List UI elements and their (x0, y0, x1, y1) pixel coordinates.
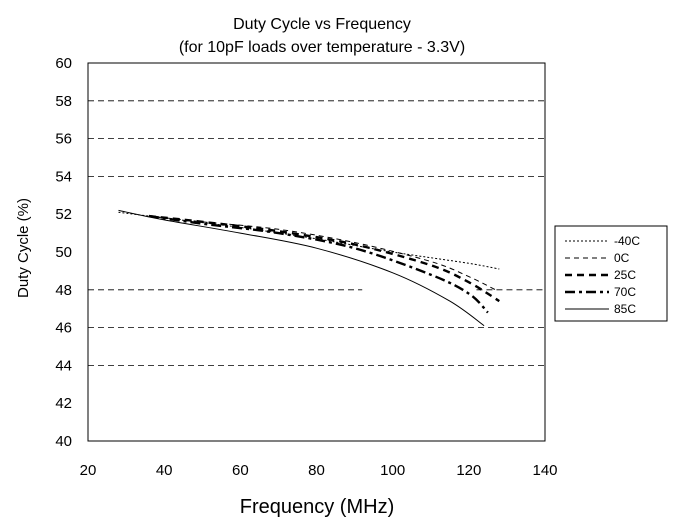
y-tick-label: 58 (55, 93, 72, 110)
y-tick-label: 40 (55, 433, 72, 450)
legend-label-0C: 0C (614, 251, 630, 265)
legend-items: -40C 0C 25C 70C 85C (565, 234, 640, 316)
legend-label--40C: -40C (614, 234, 640, 248)
y-tick-label: 42 (55, 395, 72, 412)
x-tick-labels: 20 40 60 80 100 120 140 (80, 462, 558, 479)
chart-subtitle: (for 10pF loads over temperature - 3.3V) (179, 39, 465, 56)
y-tick-label: 48 (55, 282, 72, 299)
y-axis-label: Duty Cycle (%) (15, 198, 32, 298)
x-tick-label: 80 (308, 462, 325, 479)
y-tick-label: 60 (55, 55, 72, 72)
x-tick-label: 120 (456, 462, 481, 479)
x-tick-label: 140 (532, 462, 557, 479)
series-line-70C (148, 214, 489, 314)
x-tick-label: 20 (80, 462, 97, 479)
y-tick-label: 56 (55, 131, 72, 148)
legend-label-70C: 70C (614, 285, 636, 299)
y-tick-label: 50 (55, 244, 72, 261)
y-tick-label: 52 (55, 206, 72, 223)
y-tick-label: 46 (55, 320, 72, 337)
y-tick-label: 44 (55, 357, 72, 374)
series-lines (118, 209, 500, 327)
gridlines (88, 100, 545, 366)
legend: -40C 0C 25C 70C 85C (554, 225, 668, 322)
x-tick-label: 100 (380, 462, 405, 479)
legend-label-85C: 85C (614, 302, 636, 316)
x-tick-label: 40 (156, 462, 173, 479)
y-tick-label: 54 (55, 168, 72, 185)
chart-title: Duty Cycle vs Frequency (233, 16, 411, 33)
x-tick-label: 60 (232, 462, 249, 479)
legend-label-25C: 25C (614, 268, 636, 282)
x-axis-label: Frequency (MHz) (240, 496, 394, 518)
series-line-0C (148, 215, 496, 291)
y-tick-labels: 40 42 44 46 48 50 52 54 56 58 60 (55, 55, 72, 450)
series-line-85C (118, 209, 485, 327)
legend-box (554, 225, 668, 322)
plot-area-frame (87, 62, 546, 442)
series-line-25C (148, 214, 500, 303)
